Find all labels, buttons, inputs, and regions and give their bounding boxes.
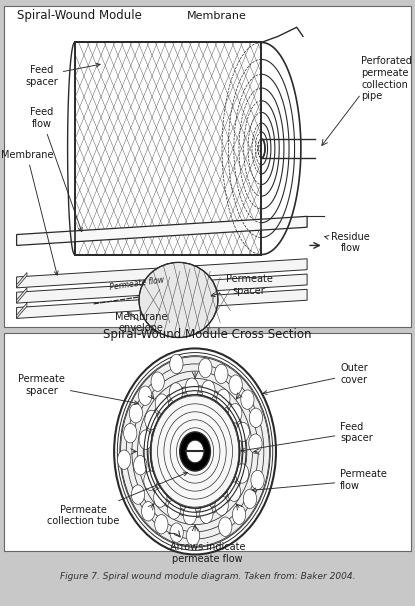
Circle shape [155, 394, 168, 413]
Circle shape [236, 422, 249, 442]
Circle shape [169, 383, 183, 402]
Bar [4, 333, 411, 551]
Circle shape [144, 471, 157, 490]
Ellipse shape [180, 432, 210, 471]
Polygon shape [17, 288, 27, 303]
Circle shape [145, 410, 158, 430]
Circle shape [131, 485, 144, 504]
Polygon shape [17, 259, 307, 288]
Polygon shape [17, 216, 307, 245]
Text: Arrows indicate
permeate flow: Arrows indicate permeate flow [170, 542, 245, 564]
Circle shape [139, 430, 152, 450]
Circle shape [142, 502, 155, 521]
Circle shape [229, 375, 242, 395]
Polygon shape [17, 303, 27, 318]
Ellipse shape [139, 262, 218, 338]
Text: Permeate flow: Permeate flow [109, 276, 165, 292]
Text: Permeate
collection tube: Permeate collection tube [47, 472, 188, 526]
Text: Feed
spacer: Feed spacer [25, 63, 100, 87]
Circle shape [139, 386, 152, 405]
Ellipse shape [186, 440, 204, 463]
Circle shape [199, 358, 212, 378]
Ellipse shape [151, 395, 239, 508]
Circle shape [154, 488, 167, 507]
Circle shape [241, 390, 254, 409]
Circle shape [183, 505, 197, 525]
Circle shape [236, 464, 249, 483]
Circle shape [219, 517, 232, 536]
Circle shape [229, 404, 242, 423]
Circle shape [170, 523, 183, 542]
Circle shape [249, 434, 262, 453]
Circle shape [215, 496, 228, 515]
Text: Perforated
permeate
collection
pipe: Perforated permeate collection pipe [361, 56, 412, 101]
Circle shape [124, 424, 137, 443]
Text: Spiral-Wound Module Cross Section: Spiral-Wound Module Cross Section [103, 327, 312, 341]
Circle shape [200, 504, 213, 524]
Text: Outer
cover: Outer cover [263, 364, 368, 395]
Circle shape [217, 389, 230, 408]
Text: Spiral-Wound Module: Spiral-Wound Module [17, 8, 142, 22]
Circle shape [117, 450, 131, 470]
Text: Residue
flow: Residue flow [325, 231, 370, 253]
Circle shape [155, 514, 168, 534]
Circle shape [243, 489, 256, 508]
Circle shape [170, 355, 183, 374]
Circle shape [202, 380, 215, 399]
Ellipse shape [120, 356, 270, 547]
Text: Membrane: Membrane [187, 11, 247, 21]
Text: Membrane: Membrane [1, 150, 58, 275]
Bar [4, 6, 411, 327]
Circle shape [134, 456, 147, 475]
Circle shape [215, 364, 228, 384]
Text: Permeate
flow: Permeate flow [252, 470, 387, 492]
Circle shape [227, 482, 241, 501]
Ellipse shape [151, 395, 239, 508]
Circle shape [129, 404, 142, 423]
Circle shape [151, 372, 164, 391]
Circle shape [249, 408, 263, 427]
Polygon shape [17, 274, 307, 303]
Text: Feed
spacer: Feed spacer [241, 422, 373, 452]
Text: Feed
flow: Feed flow [30, 107, 82, 231]
Circle shape [167, 500, 181, 519]
Text: Membrane
envelope: Membrane envelope [115, 311, 167, 333]
Polygon shape [17, 273, 27, 288]
Polygon shape [75, 42, 261, 255]
Text: Permeate
spacer: Permeate spacer [211, 274, 272, 297]
Circle shape [186, 378, 199, 398]
Text: Permeate
spacer: Permeate spacer [18, 375, 138, 405]
Polygon shape [17, 289, 307, 318]
Circle shape [186, 526, 200, 545]
Circle shape [232, 505, 246, 524]
Ellipse shape [114, 348, 276, 554]
Circle shape [251, 470, 264, 490]
Text: Figure 7. Spiral wound module diagram. Taken from: Baker 2004.: Figure 7. Spiral wound module diagram. T… [60, 573, 355, 581]
